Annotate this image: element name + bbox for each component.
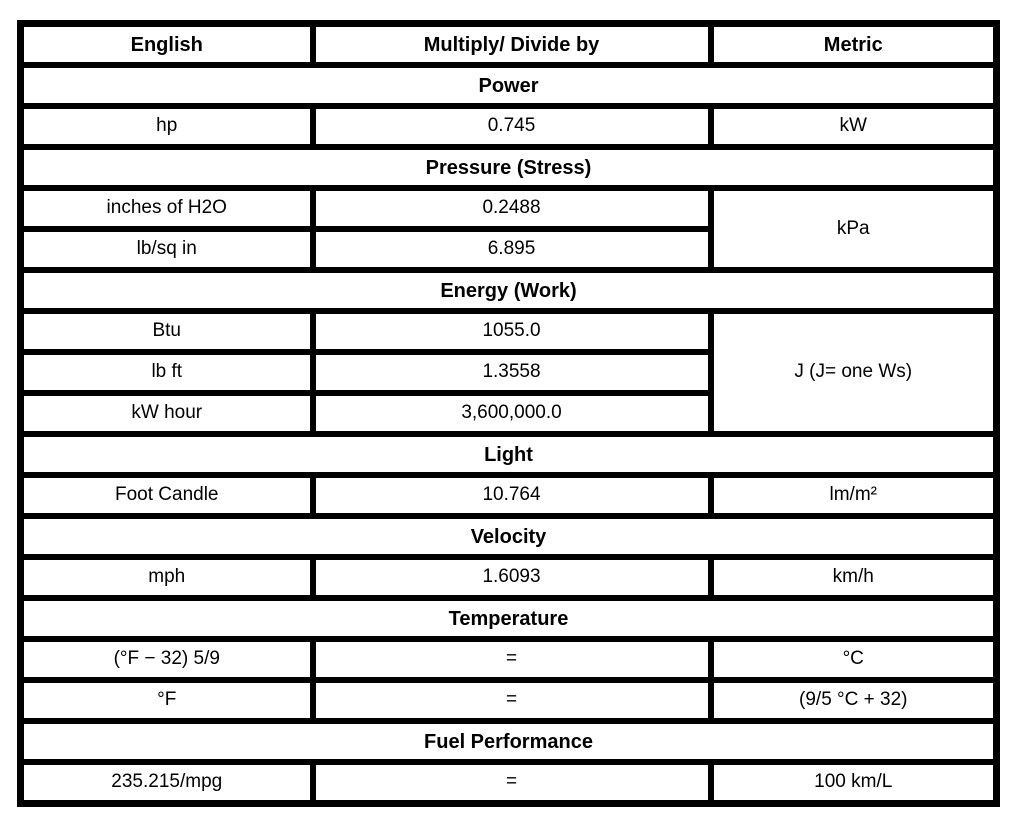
cell-english: 235.215/mpg [17,759,316,807]
section-row-velocity: Velocity [17,513,1000,560]
cell-english: hp [17,103,316,150]
cell-english: Foot Candle [17,472,316,519]
cell-english: inches of H2O [17,185,316,232]
section-title: Energy (Work) [17,267,1000,314]
section-row-energy: Energy (Work) [17,267,1000,314]
section-row-power: Power [17,62,1000,109]
table-row: °F = (9/5 °C + 32) [17,677,1000,724]
table-row: hp 0.745 kW [17,103,1000,150]
table-row: lb ft 1.3558 [17,349,997,396]
table-row: 235.215/mpg = 100 km/L [17,759,1000,807]
section-row-pressure: Pressure (Stress) [17,144,1000,191]
table-row: Foot Candle 10.764 lm/m² [17,472,1000,519]
section-title: Velocity [17,513,1000,560]
cell-english: lb ft [17,349,316,396]
table-row: lb/sq in 6.895 [17,226,997,273]
cell-english: Btu [17,308,316,355]
cell-metric: km/h [707,554,1000,601]
conversion-table: English Multiply/ Divide by Metric Power… [17,20,1000,807]
cell-factor: = [309,677,714,724]
section-row-temperature: Temperature [17,595,1000,642]
section-title: Power [17,62,1000,109]
section-row-fuel-performance: Fuel Performance [17,718,1000,765]
section-title: Fuel Performance [17,718,1000,765]
table-row: mph 1.6093 km/h [17,554,1000,601]
cell-english: (°F − 32) 5/9 [17,636,316,683]
cell-metric: kW [707,103,1000,150]
cell-metric-merged: kPa [707,185,1000,273]
column-header-factor: Multiply/ Divide by [309,20,714,68]
column-header-row: English Multiply/ Divide by Metric [17,20,1000,68]
section-title: Temperature [17,595,1000,642]
cell-factor: 0.2488 [309,185,714,232]
cell-metric: 100 km/L [707,759,1000,807]
cell-english: mph [17,554,316,601]
cell-factor: 1.6093 [309,554,714,601]
cell-metric: lm/m² [707,472,1000,519]
table-row: inches of H2O 0.2488 kPa [17,185,1000,273]
table-row: Btu 1055.0 J (J= one Ws) [17,308,1000,437]
cell-metric: °C [707,636,1000,683]
column-header-metric: Metric [707,20,1000,68]
cell-metric: (9/5 °C + 32) [707,677,1000,724]
section-title: Pressure (Stress) [17,144,1000,191]
cell-english: lb/sq in [17,226,316,273]
table-row: kW hour 3,600,000.0 [17,390,997,437]
section-row-light: Light [17,431,1000,478]
cell-factor: 1055.0 [309,308,714,355]
cell-english: °F [17,677,316,724]
cell-english: kW hour [17,390,316,437]
cell-factor: 6.895 [309,226,714,273]
section-title: Light [17,431,1000,478]
cell-factor: 0.745 [309,103,714,150]
cell-factor: 10.764 [309,472,714,519]
cell-factor: = [309,759,714,807]
cell-factor: 3,600,000.0 [309,390,714,437]
cell-factor: 1.3558 [309,349,714,396]
table-row: (°F − 32) 5/9 = °C [17,636,1000,683]
cell-factor: = [309,636,714,683]
column-header-english: English [17,20,316,68]
cell-metric-merged: J (J= one Ws) [707,308,1000,437]
